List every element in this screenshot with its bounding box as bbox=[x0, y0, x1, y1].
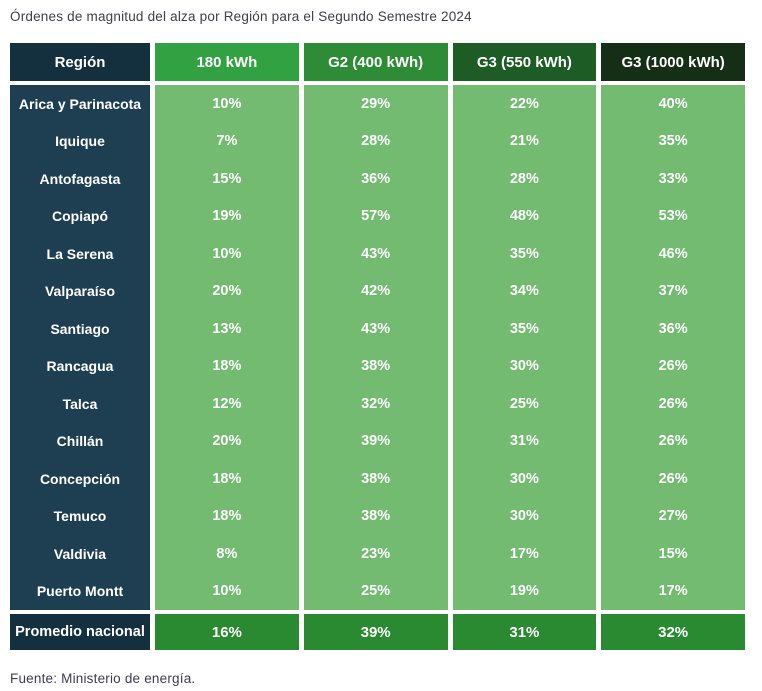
region-label: Rancagua bbox=[10, 347, 150, 385]
summary-value-cell: 32% bbox=[601, 614, 745, 650]
value-cell: 26% bbox=[601, 422, 745, 460]
value-cell: 30% bbox=[452, 460, 597, 498]
region-label: Temuco bbox=[10, 497, 150, 535]
value-cell: 38% bbox=[303, 347, 448, 385]
table-header-row: Región 180 kWh G2 (400 kWh) G3 (550 kWh)… bbox=[10, 43, 745, 81]
value-cell: 35% bbox=[452, 235, 597, 273]
table-body: Arica y Parinacota 10% 29% 22% 40% Iquique 7% 2… bbox=[10, 85, 745, 610]
value-cell: 13% bbox=[155, 310, 299, 348]
value-cell: 10% bbox=[155, 572, 299, 610]
summary-row-label: Promedio nacional bbox=[10, 614, 150, 650]
value-cell: 18% bbox=[155, 497, 299, 535]
value-cell: 53% bbox=[601, 197, 745, 235]
value-cell: 40% bbox=[601, 85, 745, 123]
region-label: Copiapó bbox=[10, 197, 150, 235]
value-cell: 15% bbox=[601, 535, 745, 573]
region-label: Arica y Parinacota bbox=[10, 85, 150, 123]
value-cell: 30% bbox=[452, 347, 597, 385]
value-cell: 15% bbox=[155, 160, 299, 198]
value-cell: 35% bbox=[452, 310, 597, 348]
value-cell: 10% bbox=[155, 235, 299, 273]
column-header-180kwh: 180 kWh bbox=[155, 43, 299, 81]
value-cell: 33% bbox=[601, 160, 745, 198]
region-label: Santiago bbox=[10, 310, 150, 348]
value-cell: 30% bbox=[452, 497, 597, 535]
value-cell: 28% bbox=[303, 122, 448, 160]
value-cell: 22% bbox=[452, 85, 597, 123]
region-label: Iquique bbox=[10, 122, 150, 160]
value-cell: 57% bbox=[303, 197, 448, 235]
value-cell: 38% bbox=[303, 460, 448, 498]
value-cell: 36% bbox=[303, 160, 448, 198]
value-cell: 42% bbox=[303, 272, 448, 310]
region-label: Valparaíso bbox=[10, 272, 150, 310]
region-label: Valdivia bbox=[10, 535, 150, 573]
value-cell: 21% bbox=[452, 122, 597, 160]
region-label: Talca bbox=[10, 385, 150, 423]
value-cell: 27% bbox=[601, 497, 745, 535]
value-cell: 43% bbox=[303, 310, 448, 348]
value-cell: 31% bbox=[452, 422, 597, 460]
column-header-g3-1000kwh: G3 (1000 kWh) bbox=[601, 43, 745, 81]
region-label: Antofagasta bbox=[10, 160, 150, 198]
page-title: Órdenes de magnitud del alza por Región … bbox=[10, 9, 472, 24]
value-cell: 26% bbox=[601, 460, 745, 498]
value-cell: 23% bbox=[303, 535, 448, 573]
summary-value-cell: 39% bbox=[303, 614, 448, 650]
value-cell: 20% bbox=[155, 422, 299, 460]
value-cell: 25% bbox=[303, 572, 448, 610]
value-cell: 34% bbox=[452, 272, 597, 310]
value-cell: 28% bbox=[452, 160, 597, 198]
value-cell: 48% bbox=[452, 197, 597, 235]
summary-value-cell: 31% bbox=[452, 614, 597, 650]
source-note: Fuente: Ministerio de energía. bbox=[10, 671, 196, 686]
region-label: Puerto Montt bbox=[10, 572, 150, 610]
region-label: La Serena bbox=[10, 235, 150, 273]
value-cell: 10% bbox=[155, 85, 299, 123]
value-cell: 8% bbox=[155, 535, 299, 573]
column-header-region: Región bbox=[10, 43, 150, 81]
column-header-g3-550kwh: G3 (550 kWh) bbox=[452, 43, 597, 81]
value-cell: 19% bbox=[452, 572, 597, 610]
column-header-g2-400kwh: G2 (400 kWh) bbox=[303, 43, 448, 81]
region-label: Concepción bbox=[10, 460, 150, 498]
value-cell: 43% bbox=[303, 235, 448, 273]
summary-value-cell: 16% bbox=[155, 614, 299, 650]
value-cell: 32% bbox=[303, 385, 448, 423]
value-cell: 19% bbox=[155, 197, 299, 235]
value-cell: 35% bbox=[601, 122, 745, 160]
value-cell: 29% bbox=[303, 85, 448, 123]
table-summary-row: Promedio nacional 16% 39% 31% 32% bbox=[10, 614, 745, 650]
value-cell: 38% bbox=[303, 497, 448, 535]
region-label: Chillán bbox=[10, 422, 150, 460]
infographic-table: Órdenes de magnitud del alza por Región … bbox=[0, 9, 762, 686]
value-cell: 17% bbox=[452, 535, 597, 573]
value-cell: 18% bbox=[155, 460, 299, 498]
value-cell: 12% bbox=[155, 385, 299, 423]
value-cell: 26% bbox=[601, 385, 745, 423]
value-cell: 39% bbox=[303, 422, 448, 460]
value-cell: 37% bbox=[601, 272, 745, 310]
value-cell: 46% bbox=[601, 235, 745, 273]
value-cell: 7% bbox=[155, 122, 299, 160]
value-cell: 36% bbox=[601, 310, 745, 348]
value-cell: 18% bbox=[155, 347, 299, 385]
value-cell: 26% bbox=[601, 347, 745, 385]
value-cell: 20% bbox=[155, 272, 299, 310]
value-cell: 17% bbox=[601, 572, 745, 610]
value-cell: 25% bbox=[452, 385, 597, 423]
